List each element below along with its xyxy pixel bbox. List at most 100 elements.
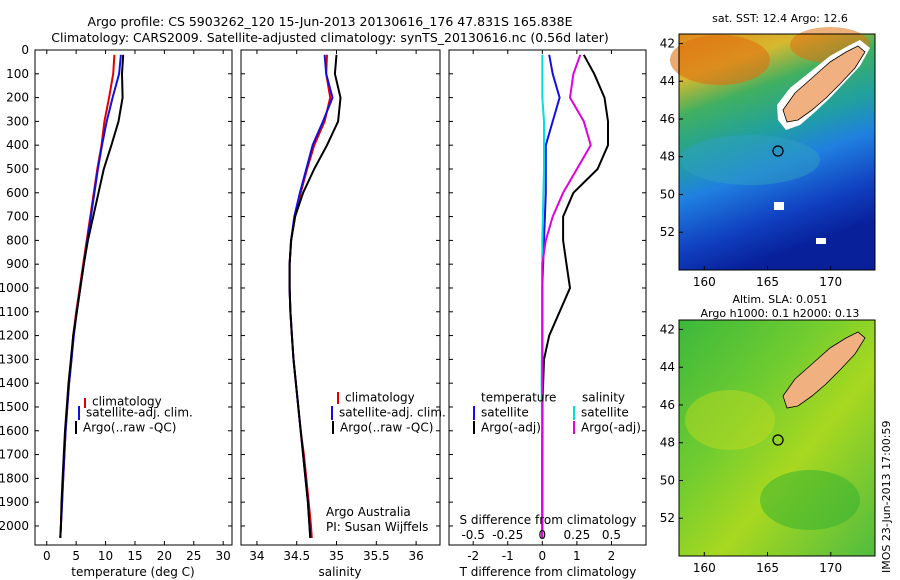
legend-heading-temperature: temperature — [481, 391, 556, 405]
sst-warm-patch — [670, 35, 770, 85]
depth-tick-label: 1200 — [0, 329, 29, 343]
depth-tick-label: 600 — [6, 186, 29, 200]
salinity-xlabel: salinity — [318, 565, 361, 579]
sst-map: -42 -44 -46 -48 -50 -52 160 165 170 — [660, 27, 876, 289]
legend-label-s-satellite: satellite — [581, 406, 629, 420]
figure-title-line-2: Climatology: CARS2009. Satellite-adjuste… — [51, 30, 609, 45]
depth-tick-label: 1700 — [0, 448, 29, 462]
sla-map-title-line-2: Argo h1000: 0.1 h2000: 0.13 — [700, 307, 860, 320]
difference-panel: -2 -1 0 1 2 S difference from climatology -0… — [448, 49, 647, 579]
legend-label-t-satellite: satellite — [481, 406, 529, 420]
sst-mid-patch — [680, 135, 820, 185]
lat-tick-label: -44 — [660, 74, 675, 88]
difference-ticks: -2 -1 0 1 2 — [449, 49, 646, 563]
lat-tick-label: -44 — [660, 360, 675, 374]
lat-tick-label: -46 — [660, 398, 675, 412]
t-difference-xlabel: T difference from climatology — [459, 565, 637, 579]
legend-label-argo: Argo(..raw -QC) — [340, 421, 433, 435]
series-line-argo-raw-qc — [59, 54, 125, 538]
figure-title-line-1: Argo profile: CS 5903262_120 15-Jun-2013… — [87, 14, 573, 29]
x-tick-label: 5 — [72, 549, 80, 563]
sla-map-title-line-1: Altim. SLA: 0.051 — [732, 293, 828, 306]
depth-tick-label: 2000 — [0, 519, 29, 533]
depth-tick-label: 1600 — [0, 424, 29, 438]
argo-float-marker — [772, 145, 784, 157]
depth-tick-label: 500 — [6, 162, 29, 176]
x-tick-label: 35 — [329, 549, 344, 563]
imos-timestamp: IMOS 23-Jun-2013 17:00:59 — [880, 420, 893, 573]
x2-tick-label: 0 — [538, 528, 546, 542]
depth-tick-label: 900 — [6, 257, 29, 271]
x-tick-label: 35.5 — [363, 549, 390, 563]
sla-map-frame — [678, 319, 876, 557]
x-tick-label: 2 — [608, 549, 616, 563]
lat-tick-label: -42 — [660, 36, 675, 50]
temperature-panel: 0100200300400500600700800900100011001200… — [0, 43, 233, 579]
depth-tick-label: 700 — [6, 210, 29, 224]
temperature-series — [59, 54, 125, 538]
salinity-legend: climatology satellite-adj. clim. Argo(..… — [331, 391, 446, 435]
depth-tick-label: 1300 — [0, 352, 29, 366]
lon-tick-label: 165 — [756, 275, 779, 289]
x-tick-label: 25 — [186, 549, 201, 563]
x-tick-label: 20 — [157, 549, 172, 563]
salinity-panel: 34 34.5 35 35.5 36 salinity climatology sate… — [240, 49, 446, 579]
profile-panels: 0100200300400500600700800900100011001200… — [0, 43, 647, 579]
sla-map: -42 -44 -46 -48 -50 -52 160 165 170 — [660, 319, 876, 575]
lon-tick-label: 165 — [756, 561, 779, 575]
depth-tick-label: 1000 — [0, 281, 29, 295]
depth-tick-label: 200 — [6, 91, 29, 105]
lat-tick-label: -42 — [660, 322, 675, 336]
depth-tick-label: 100 — [6, 67, 29, 81]
sst-map-ticks: -42 -44 -46 -48 -50 -52 160 165 170 — [660, 36, 842, 289]
salinity-difference-ticks: -0.5 -0.25 0 0.25 0.5 — [461, 528, 621, 542]
legend-label-climatology: climatology — [345, 391, 415, 405]
salinity-ticks: 34 34.5 35 35.5 36 — [241, 49, 440, 563]
lat-tick-label: -52 — [660, 225, 675, 239]
x-tick-label: 36 — [408, 549, 423, 563]
legend-heading-salinity: salinity — [582, 391, 625, 405]
depth-tick-label: 1400 — [0, 376, 29, 390]
x-tick-label: 0 — [43, 549, 51, 563]
x-tick-label: 34.5 — [283, 549, 310, 563]
new-zealand-south-island — [782, 45, 866, 123]
depth-tick-label: 1100 — [0, 305, 29, 319]
lon-tick-label: 160 — [693, 275, 716, 289]
sla-high-patch — [685, 390, 775, 450]
depth-tick-label: 1800 — [0, 471, 29, 485]
island-mask — [774, 202, 784, 210]
x2-tick-label: -0.5 — [461, 528, 484, 542]
depth-tick-label: 1900 — [0, 495, 29, 509]
x2-tick-label: -0.25 — [492, 528, 523, 542]
lat-tick-label: -48 — [660, 436, 675, 450]
lat-tick-label: -48 — [660, 150, 675, 164]
argo-attribution-line-1: Argo Australia — [326, 505, 411, 519]
depth-tick-label: 0 — [21, 43, 29, 57]
salinity-series — [288, 54, 342, 538]
depth-tick-label: 400 — [6, 138, 29, 152]
x-tick-label: -2 — [467, 549, 479, 563]
difference-legend: temperature salinity satellite Argo(-adj… — [473, 391, 641, 435]
argo-float-marker — [772, 434, 784, 446]
new-zealand-south-island — [782, 331, 866, 409]
temperature-xlabel: temperature (deg C) — [71, 565, 194, 579]
island-mask — [816, 238, 826, 244]
x2-tick-label: 0.5 — [602, 528, 621, 542]
x-tick-label: -1 — [502, 549, 514, 563]
legend-label-satellite: satellite-adj. clim. — [339, 406, 446, 420]
x-tick-label: 30 — [216, 549, 231, 563]
temperature-axes-box — [34, 49, 233, 546]
lon-tick-label: 160 — [693, 561, 716, 575]
legend-label-climatology: climatology — [92, 395, 162, 409]
legend-label-s-argo: Argo(-adj) — [581, 421, 641, 435]
depth-tick-label: 300 — [6, 114, 29, 128]
temperature-legend: climatology satellite-adj. clim. Argo(..… — [75, 395, 193, 435]
series-line-argo-raw-qc — [288, 54, 342, 538]
lat-tick-label: -52 — [660, 511, 675, 525]
depth-tick-label: 800 — [6, 233, 29, 247]
x2-tick-label: 0.25 — [564, 528, 591, 542]
x-tick-label: 1 — [573, 549, 581, 563]
x-tick-label: 0 — [538, 549, 546, 563]
series-line-argo-adj — [541, 54, 609, 538]
x-tick-label: 10 — [98, 549, 113, 563]
